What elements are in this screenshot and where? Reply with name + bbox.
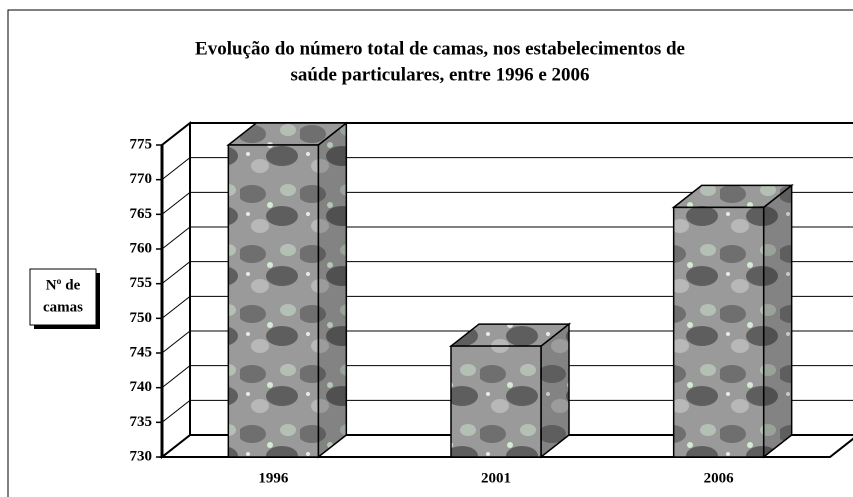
grid-line — [161, 261, 853, 285]
bar-side-shade — [763, 185, 792, 457]
left-wall — [161, 120, 191, 460]
grid-line — [161, 295, 853, 319]
grid-line — [161, 191, 853, 215]
y-tick-label: 745 — [130, 344, 153, 360]
y-tick-label: 750 — [130, 310, 153, 326]
y-label-box — [29, 268, 97, 326]
bar — [672, 206, 765, 458]
y-tick-label: 730 — [130, 448, 153, 464]
y-axis-label: camas — [43, 299, 83, 315]
grid-line — [161, 122, 853, 146]
y-axis-label: Nº de — [46, 277, 81, 293]
bar — [227, 144, 320, 458]
y-tick-label: 760 — [130, 240, 153, 256]
grid-line — [161, 226, 853, 250]
grid-line — [161, 434, 853, 458]
bar — [450, 345, 542, 458]
grid-line — [161, 157, 853, 181]
y-tick-label: 770 — [130, 171, 153, 187]
chart-title: Evolução do número total de camas, nos e… — [195, 38, 685, 59]
bar-side-shade — [318, 123, 347, 457]
x-tick-label: 2006 — [704, 470, 735, 486]
grid-line — [161, 399, 853, 423]
chart-title: saúde particulares, entre 1996 e 2006 — [290, 64, 589, 85]
y-tick-label: 755 — [130, 275, 153, 291]
x-tick-label: 1996 — [258, 470, 289, 486]
grid-line — [161, 330, 853, 354]
y-tick-label: 740 — [130, 379, 153, 395]
x-tick-label: 2001 — [481, 470, 511, 486]
chart-border — [7, 9, 853, 497]
grid-line — [161, 365, 853, 389]
y-tick-label: 735 — [130, 414, 153, 430]
y-tick-label: 765 — [130, 206, 153, 222]
y-tick-label: 775 — [130, 136, 153, 152]
bar-side-shade — [541, 324, 569, 457]
